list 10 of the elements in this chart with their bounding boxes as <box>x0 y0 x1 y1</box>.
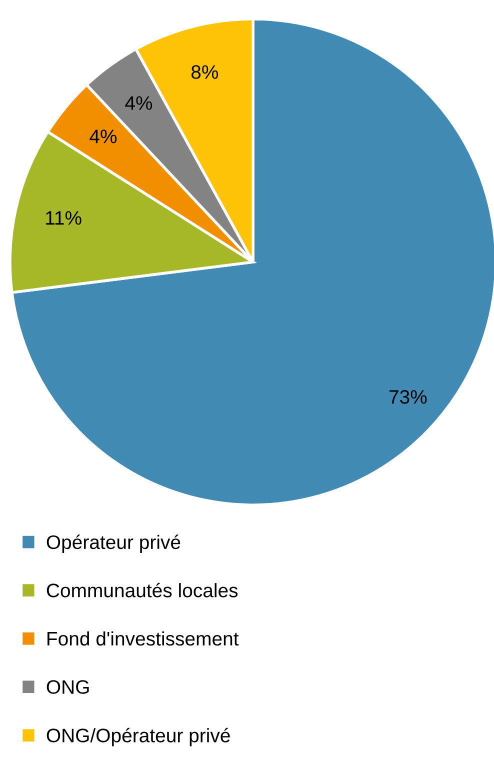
data-label: 73% <box>389 390 427 404</box>
legend-label: Opérateur privé <box>46 534 180 553</box>
legend-label: ONG <box>46 680 89 694</box>
data-label: 4% <box>90 130 117 144</box>
legend-label: Fond d'investissement <box>48 631 239 646</box>
data-label: 11% <box>46 211 82 225</box>
legend-label: Communautés locales <box>46 582 238 598</box>
data-label: 8% <box>191 65 218 79</box>
legend-label: ONG/Opérateur privé <box>46 728 230 746</box>
data-label: 4% <box>125 96 152 110</box>
